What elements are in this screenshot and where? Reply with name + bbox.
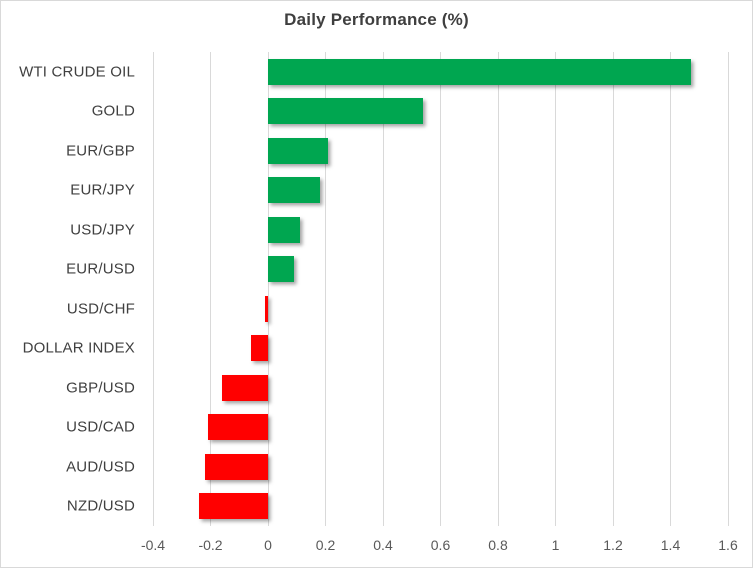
x-tick-label-0: 0 xyxy=(264,537,272,553)
x-tick-label--0.2: -0.2 xyxy=(198,537,223,553)
category-label-dollar-index: DOLLAR INDEX xyxy=(22,339,135,357)
category-label-wti-crude-oil: WTI CRUDE OIL xyxy=(19,63,135,81)
value-axis: -0.4 -0.2 0 0.2 0.4 0.6 0.8 1 1.2 1.4 1.6 xyxy=(141,537,738,557)
gridline-1.6 xyxy=(727,52,729,526)
bar-usd-jpy xyxy=(268,216,300,243)
category-label-usd-cad: USD/CAD xyxy=(66,418,135,436)
gridline-1 xyxy=(555,52,556,526)
category-label-nzd-usd: NZD/USD xyxy=(66,497,135,515)
category-label-usd-jpy: USD/JPY xyxy=(70,221,135,239)
x-tick-label-0.4: 0.4 xyxy=(373,537,393,553)
x-tick-label-1.2: 1.2 xyxy=(603,537,623,553)
bar-wti-crude-oil xyxy=(268,58,691,85)
bar-gold xyxy=(268,98,424,125)
bar-usd-chf xyxy=(265,295,268,322)
gridline--0.2 xyxy=(210,52,211,526)
bar-nzd-usd xyxy=(199,493,268,520)
category-label-gold: GOLD xyxy=(91,102,135,120)
category-label-aud-usd: AUD/USD xyxy=(66,458,135,476)
bar-gbp-usd xyxy=(222,374,268,401)
bar-dollar-index xyxy=(250,335,268,362)
x-tick-label-1.4: 1.4 xyxy=(660,537,681,553)
category-label-eur-usd: EUR/USD xyxy=(66,260,135,278)
bar-eur-usd xyxy=(268,256,294,283)
category-label-usd-chf: USD/CHF xyxy=(66,300,135,318)
gridline-1.2 xyxy=(612,52,614,526)
x-tick-label-1.6: 1.6 xyxy=(718,537,738,553)
category-label-eur-gbp: EUR/GBP xyxy=(66,142,135,160)
category-label-gbp-usd: GBP/USD xyxy=(66,379,135,397)
x-tick-label-0.8: 0.8 xyxy=(488,537,508,553)
chart-title: Daily Performance (%) xyxy=(284,10,469,29)
gridline-0.6 xyxy=(440,52,441,526)
gridline-0.2 xyxy=(325,52,326,526)
bar-usd-cad xyxy=(207,414,268,441)
bar-eur-gbp xyxy=(268,137,329,164)
plot-area xyxy=(152,52,729,526)
category-axis-labels: WTI CRUDE OIL GOLD EUR/GBP EUR/JPY USD/JPY EU… xyxy=(1,52,141,526)
x-tick-label-0.2: 0.2 xyxy=(315,537,336,553)
gridline-0 xyxy=(267,52,269,526)
gridline-0.4 xyxy=(382,52,384,526)
x-tick-label-1: 1 xyxy=(551,537,560,553)
gridline--0.4 xyxy=(152,52,154,526)
bar-aud-usd xyxy=(204,453,268,480)
category-label-eur-jpy: EUR/JPY xyxy=(70,181,135,199)
x-tick-label-0.6: 0.6 xyxy=(430,537,451,553)
gridline-0.8 xyxy=(497,52,499,526)
gridline-1.4 xyxy=(670,52,671,526)
x-tick-label--0.4: -0.4 xyxy=(140,537,166,553)
bar-eur-jpy xyxy=(268,177,320,204)
